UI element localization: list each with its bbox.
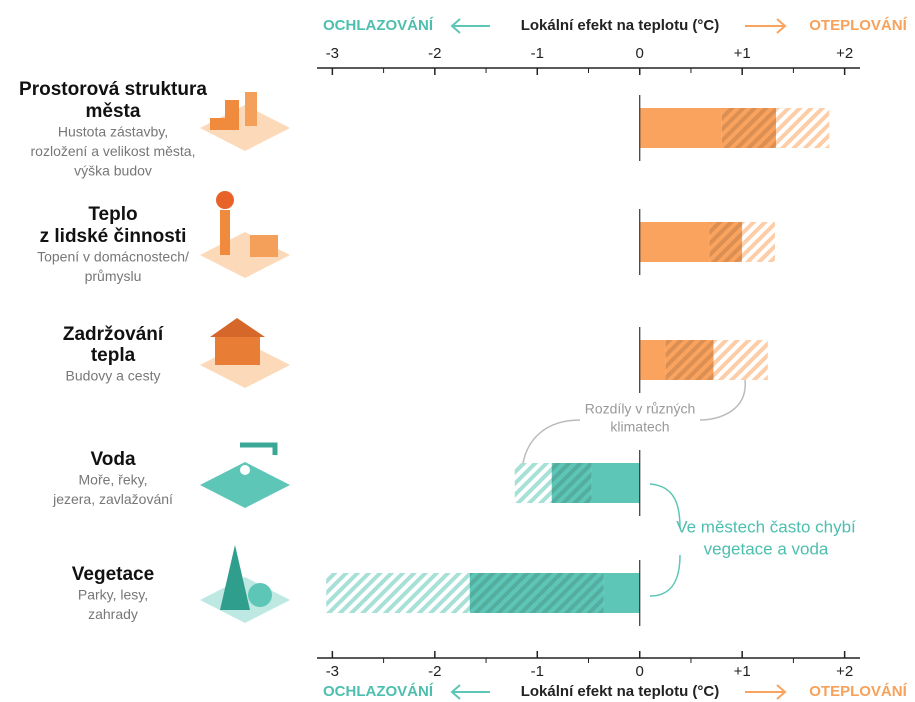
tick-label: -3 <box>326 663 339 680</box>
axis-title: Lokální efekt na teplotu (°C) <box>521 683 720 700</box>
tick-label: +1 <box>734 663 751 680</box>
tick-label: -1 <box>531 45 544 62</box>
arrows <box>450 18 787 700</box>
tick-label: -2 <box>428 45 441 62</box>
cooling-label: OCHLAZOVÁNÍ <box>323 683 434 700</box>
annotation: klimatech <box>610 419 669 435</box>
category-description: průmyslu <box>85 268 142 284</box>
warming-label: OTEPLOVÁNÍ <box>809 17 907 34</box>
axis-title: Lokální efekt na teplotu (°C) <box>521 17 720 34</box>
bar-segment <box>639 222 710 262</box>
category-title: města <box>86 101 141 122</box>
category-description: Budovy a cesty <box>66 368 161 384</box>
bar-segment <box>514 463 552 503</box>
annotation: Ve městech často chybí <box>676 517 856 536</box>
bar-segment <box>469 573 604 613</box>
category-description: jezera, zavlažování <box>52 491 173 507</box>
category-title: Voda <box>90 449 135 470</box>
category-title: tepla <box>91 345 136 366</box>
bar-segment <box>603 573 640 613</box>
category-description: Topení v domácnostech/ <box>37 249 189 265</box>
category-title: Prostorová struktura <box>19 79 207 100</box>
bar-segment <box>591 463 640 503</box>
tick-label: 0 <box>636 45 644 62</box>
bar-segment <box>721 108 776 148</box>
warming-label: OTEPLOVÁNÍ <box>809 683 907 700</box>
category-title: Vegetace <box>72 564 154 585</box>
category-title: Teplo <box>88 204 137 225</box>
category-description: Moře, řeky, <box>79 472 148 488</box>
bar-segment <box>551 463 592 503</box>
bar-segment <box>775 108 830 148</box>
bar-segment <box>742 222 775 262</box>
cooling-label: OCHLAZOVÁNÍ <box>323 17 434 34</box>
tick-label: 0 <box>636 663 644 680</box>
bar-segment <box>713 340 768 380</box>
tick-label: +2 <box>836 663 853 680</box>
category-description: Parky, lesy, <box>78 587 148 603</box>
tick-label: -3 <box>326 45 339 62</box>
annotation: Rozdíly v různých <box>585 401 695 417</box>
connector <box>521 419 581 471</box>
category-description: zahrady <box>88 606 138 622</box>
category-title: z lidské činnosti <box>40 226 187 247</box>
category-description: výška budov <box>74 163 152 179</box>
bar-segment <box>709 222 743 262</box>
icons <box>200 92 290 623</box>
tick-label: +2 <box>836 45 853 62</box>
annotation: vegetace a voda <box>704 539 829 558</box>
bar-segment <box>665 340 714 380</box>
category-title: Zadržování <box>63 324 164 345</box>
tick-label: +1 <box>734 45 751 62</box>
bar-segment <box>639 340 666 380</box>
tick-label: -2 <box>428 663 441 680</box>
category-description: rozložení a velikost města, <box>31 143 196 159</box>
bar-segment <box>639 108 722 148</box>
connector <box>699 379 746 421</box>
category-description: Hustota zástavby, <box>58 124 168 140</box>
tick-label: -1 <box>531 663 544 680</box>
connector <box>649 483 681 597</box>
bar-segment <box>326 573 470 613</box>
